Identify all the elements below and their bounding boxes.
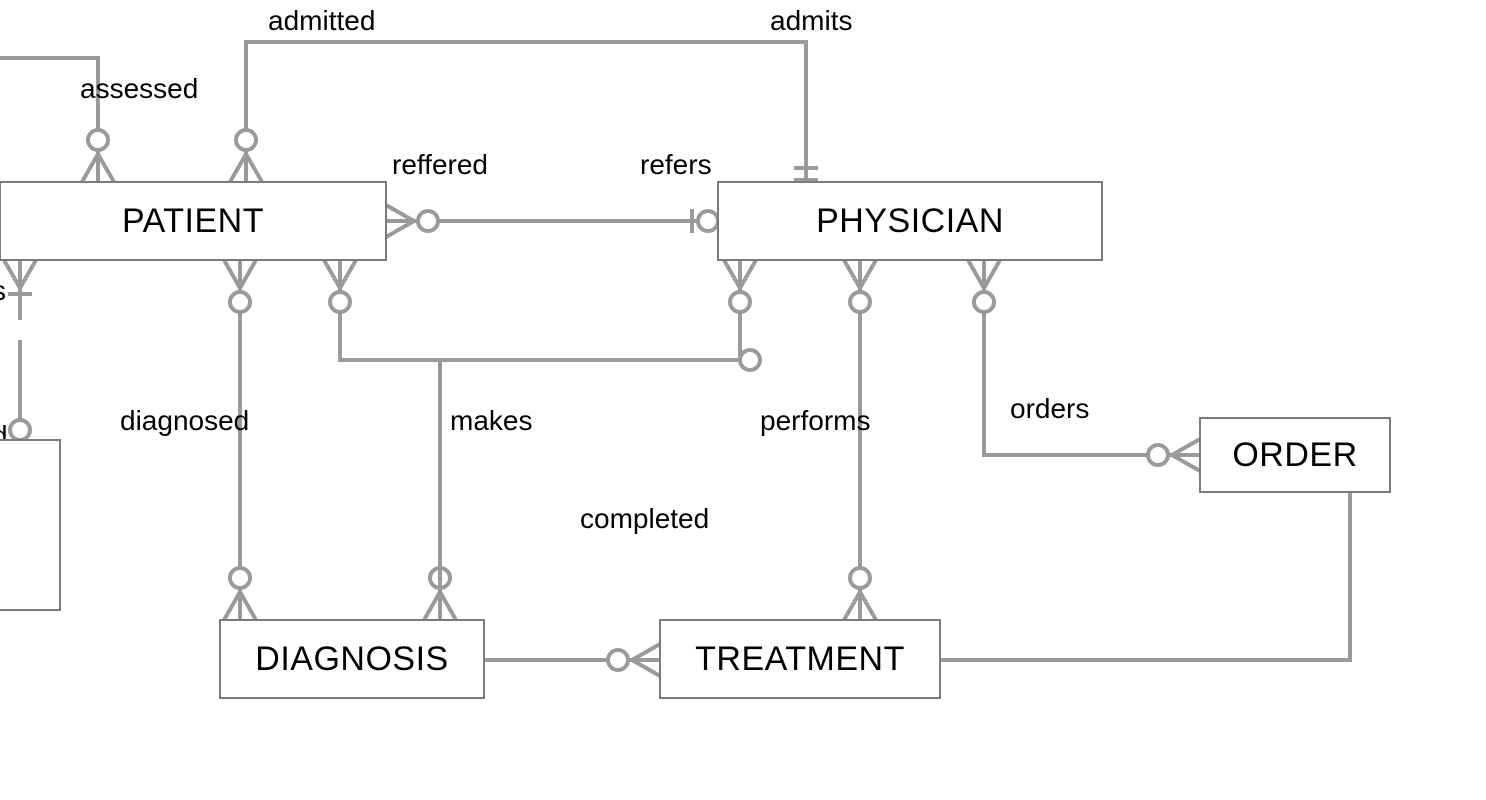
edge-label: reffered bbox=[392, 149, 488, 180]
entity-label: PATIENT bbox=[122, 202, 264, 240]
edge-label: admits bbox=[770, 5, 852, 36]
edge-assessed: assessed bbox=[0, 58, 198, 182]
edge-physician-makes-diagnosis bbox=[724, 260, 756, 360]
edge-label: makes bbox=[450, 405, 532, 436]
er-diagram-canvas: admitted admits assessed reffered refers s d di… bbox=[0, 0, 1486, 800]
edge-label: refers bbox=[640, 149, 712, 180]
edge-completed: completed bbox=[424, 360, 709, 620]
entity-physician: PHYSICIAN bbox=[718, 182, 1102, 260]
entities-layer: PATIENT PHYSICIAN DIAGNOSIS TREATMENT ORDER bbox=[0, 182, 1390, 698]
edge-makes: makes bbox=[324, 260, 760, 436]
edge-order-treatment bbox=[940, 492, 1350, 660]
entity-label: DIAGNOSIS bbox=[255, 640, 448, 678]
edge-label: s bbox=[0, 275, 6, 306]
entity-bed_partial bbox=[0, 440, 60, 610]
edge-reffered-refers: reffered refers bbox=[386, 149, 718, 237]
entity-label: ORDER bbox=[1232, 436, 1357, 474]
edge-d-partial-bed: d bbox=[0, 340, 30, 451]
edges-layer: admitted admits assessed reffered refers s d di… bbox=[0, 5, 1350, 676]
edge-label: performs bbox=[760, 405, 870, 436]
entity-treatment: TREATMENT bbox=[660, 620, 940, 698]
entity-label: PHYSICIAN bbox=[816, 202, 1004, 240]
entity-label: TREATMENT bbox=[695, 640, 905, 678]
edge-s-partial: s bbox=[0, 260, 36, 320]
entity-order: ORDER bbox=[1200, 418, 1390, 492]
edge-orders: orders bbox=[968, 260, 1200, 471]
edge-label: diagnosed bbox=[120, 405, 249, 436]
edge-diagnosed: diagnosed bbox=[120, 260, 256, 620]
edge-treatment-left-crow bbox=[608, 644, 660, 676]
edge-label: orders bbox=[1010, 393, 1089, 424]
edge-admitted-admits: admitted admits bbox=[230, 5, 852, 182]
edge-label: completed bbox=[580, 503, 709, 534]
edge-performs: performs bbox=[760, 260, 876, 620]
edge-label: admitted bbox=[268, 5, 375, 36]
entity-diagnosis: DIAGNOSIS bbox=[220, 620, 484, 698]
edge-label: assessed bbox=[80, 73, 198, 104]
entity-patient: PATIENT bbox=[0, 182, 386, 260]
